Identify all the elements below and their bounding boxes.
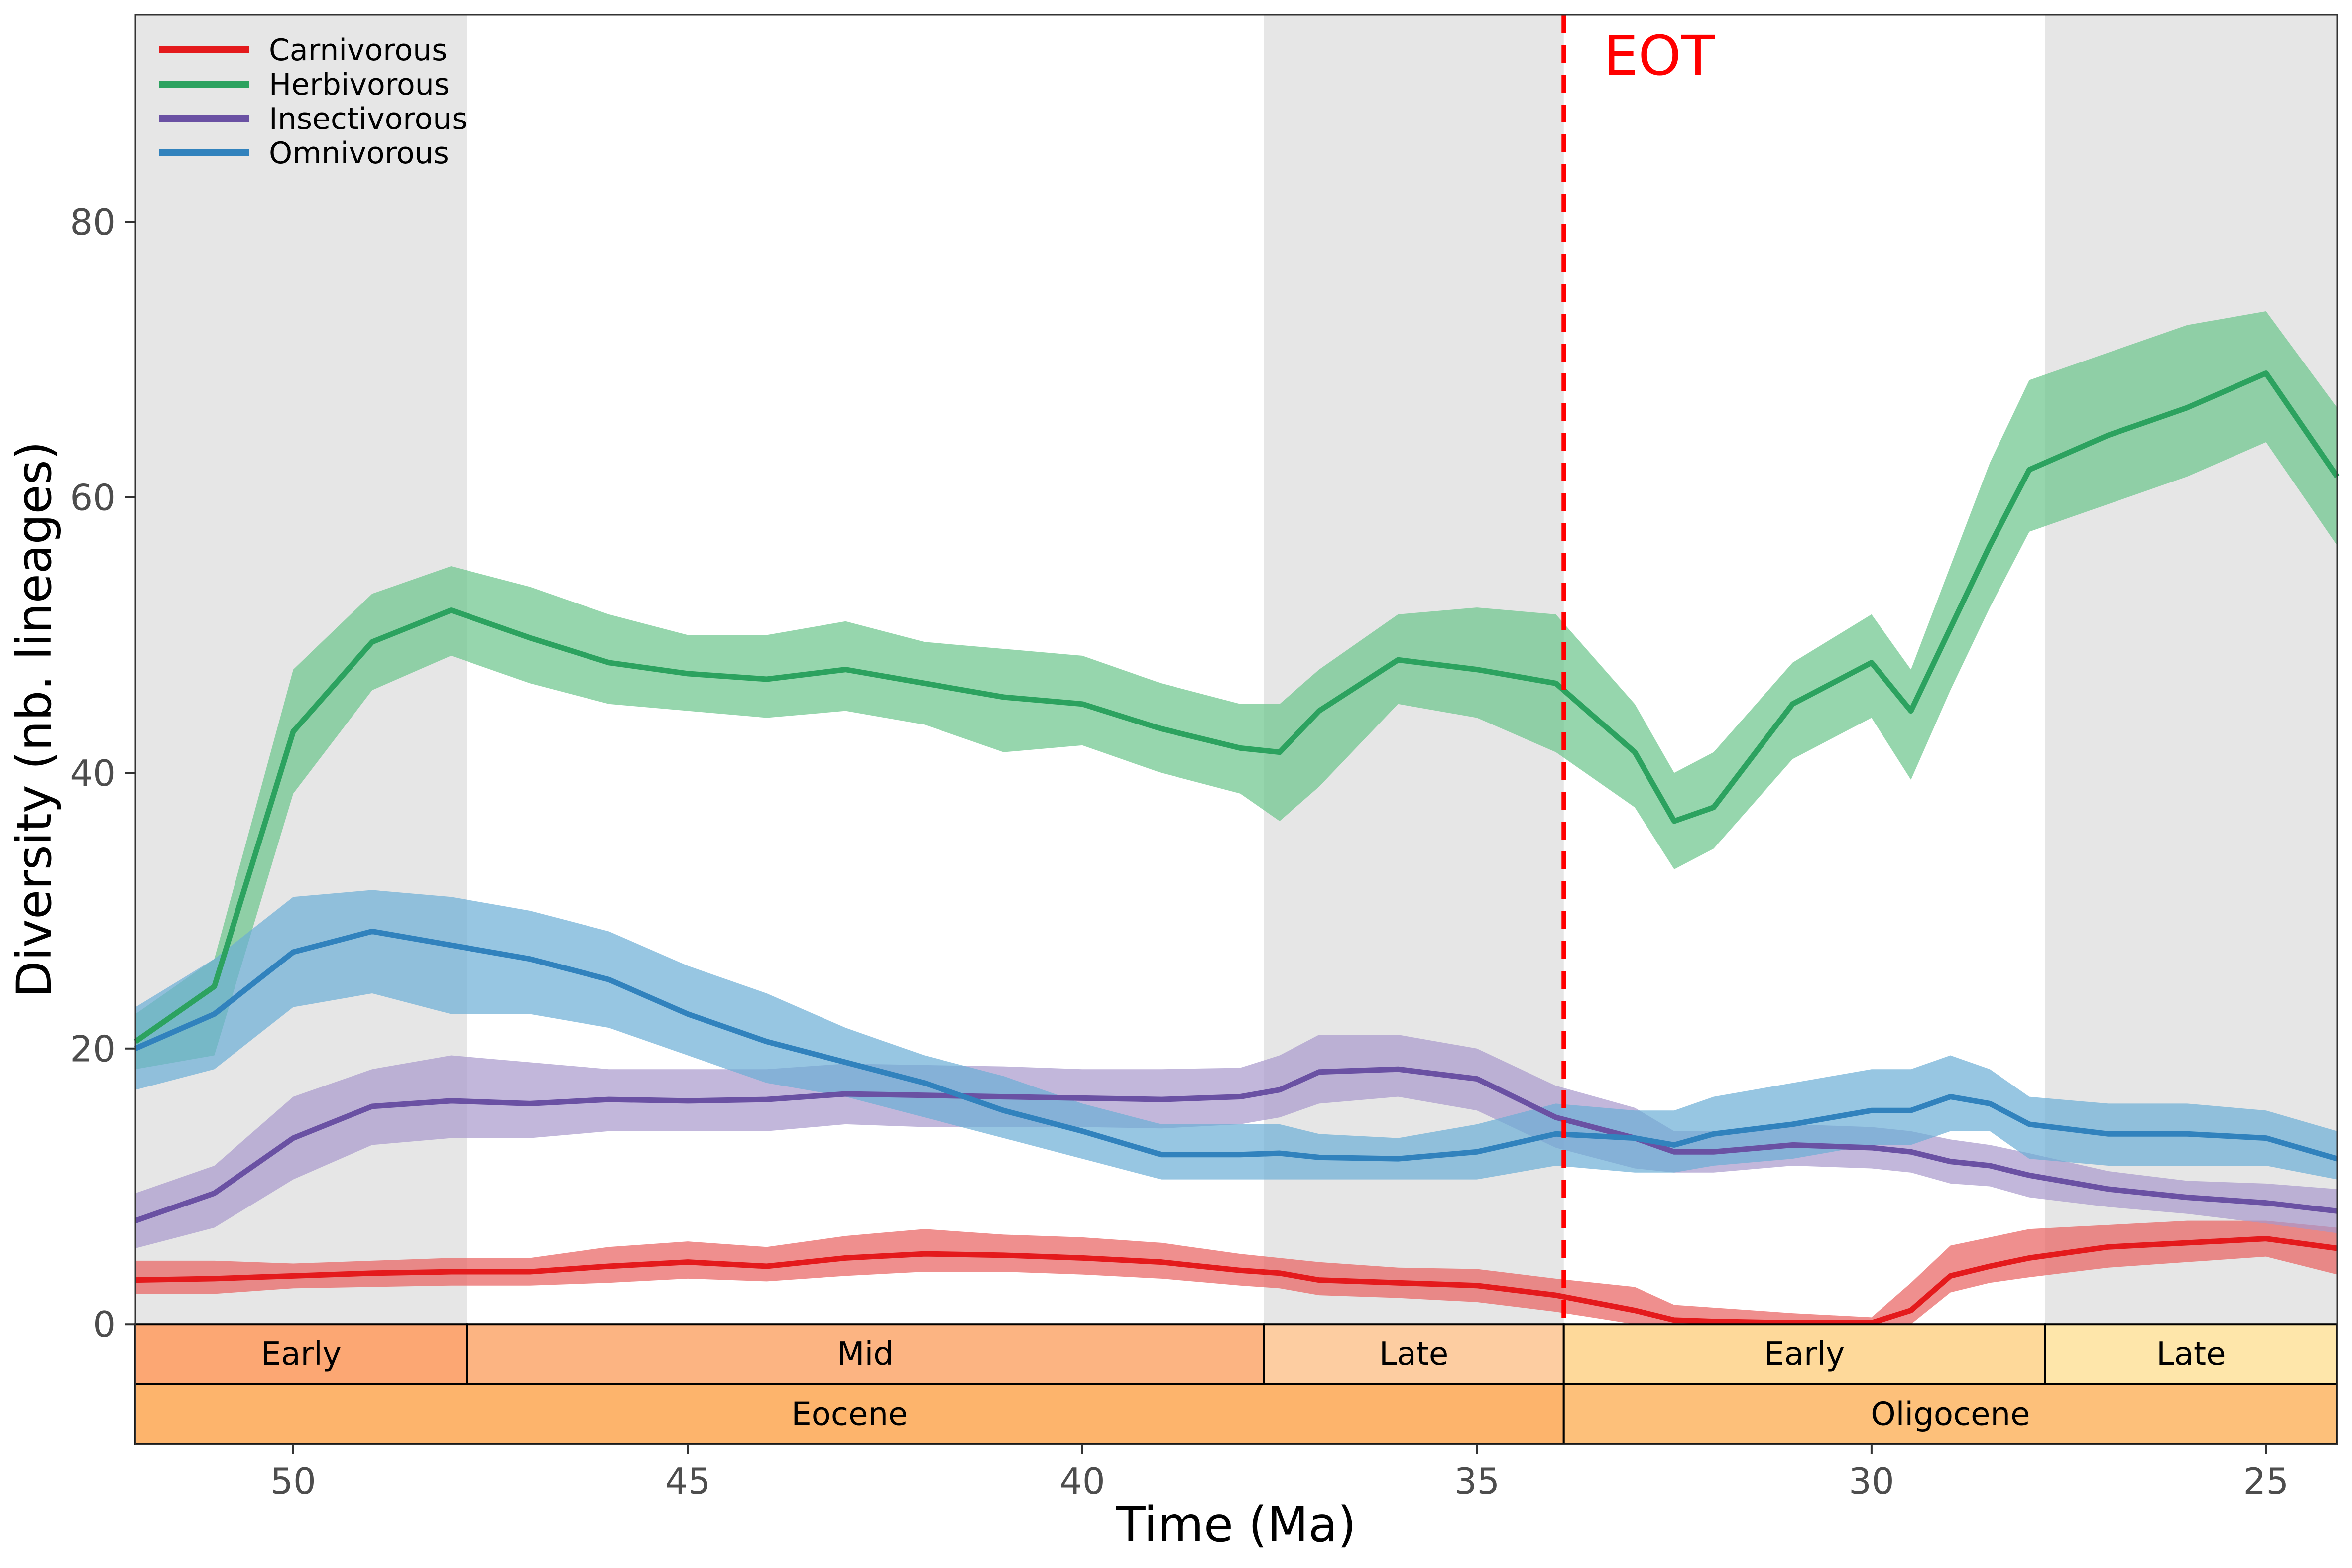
x-tick-label-30: 30 — [1849, 1460, 1894, 1502]
geologic-timescale: Early Mid Late Early Late Eocene Oligocene — [134, 1323, 2338, 1446]
x-tick-label-40: 40 — [1059, 1460, 1105, 1502]
age-label-0: Early — [261, 1336, 342, 1373]
x-axis-title: Time (Ma) — [1116, 1497, 1356, 1553]
line-carnivorous — [135, 1236, 2338, 1326]
y-tick-label-80: 80 — [70, 201, 116, 243]
line-insectivorous — [134, 1066, 2338, 1223]
epoch-box-1 — [1562, 1383, 2338, 1446]
age-label-3: Early — [1764, 1336, 1845, 1373]
legend-label-insectivorous: Insectivorous — [269, 102, 468, 136]
y-tick-label-60: 60 — [70, 477, 116, 519]
age-box-3 — [1562, 1323, 2046, 1385]
legend-label-carnivorous: Carnivorous — [269, 33, 448, 68]
y-axis-title: Diversity (nb. lineages) — [6, 441, 62, 997]
y-tick-label-20: 20 — [70, 1028, 116, 1070]
line-omnivorous — [134, 928, 2338, 1162]
y-tick-label-0: 0 — [93, 1304, 116, 1345]
x-tick-label-35: 35 — [1454, 1460, 1500, 1502]
age-box-0 — [134, 1323, 468, 1385]
age-label-2: Late — [1379, 1336, 1448, 1373]
series-lines — [133, 370, 2340, 1326]
x-tick-label-45: 45 — [665, 1460, 711, 1502]
band-insectivorous — [135, 1035, 2337, 1249]
y-tick-label-40: 40 — [70, 752, 116, 794]
age-box-4 — [2044, 1323, 2338, 1385]
y-axis: 0 20 40 60 80 — [70, 201, 135, 1345]
legend-label-herbivorous: Herbivorous — [269, 67, 450, 102]
age-label-4: Late — [2156, 1336, 2226, 1373]
line-herbivorous — [133, 370, 2340, 1044]
age-box-1 — [466, 1323, 1265, 1385]
x-axis: 50 45 40 35 30 25 — [270, 1444, 2289, 1502]
legend-label-omnivorous: Omnivorous — [269, 136, 449, 171]
x-tick-label-50: 50 — [270, 1460, 316, 1502]
plot-panel-border — [134, 14, 2338, 1445]
age-label-1: Mid — [837, 1336, 894, 1373]
epoch-label-0: Eocene — [791, 1396, 908, 1433]
band-omnivorous — [135, 890, 2337, 1180]
eot-label: EOT — [1604, 24, 1715, 88]
legend: CarnivorousHerbivorousInsectivorousOmniv… — [159, 33, 468, 171]
x-tick-label-25: 25 — [2243, 1460, 2289, 1502]
epoch-label-1: Oligocene — [1871, 1396, 2030, 1433]
age-box-2 — [1263, 1323, 1565, 1385]
